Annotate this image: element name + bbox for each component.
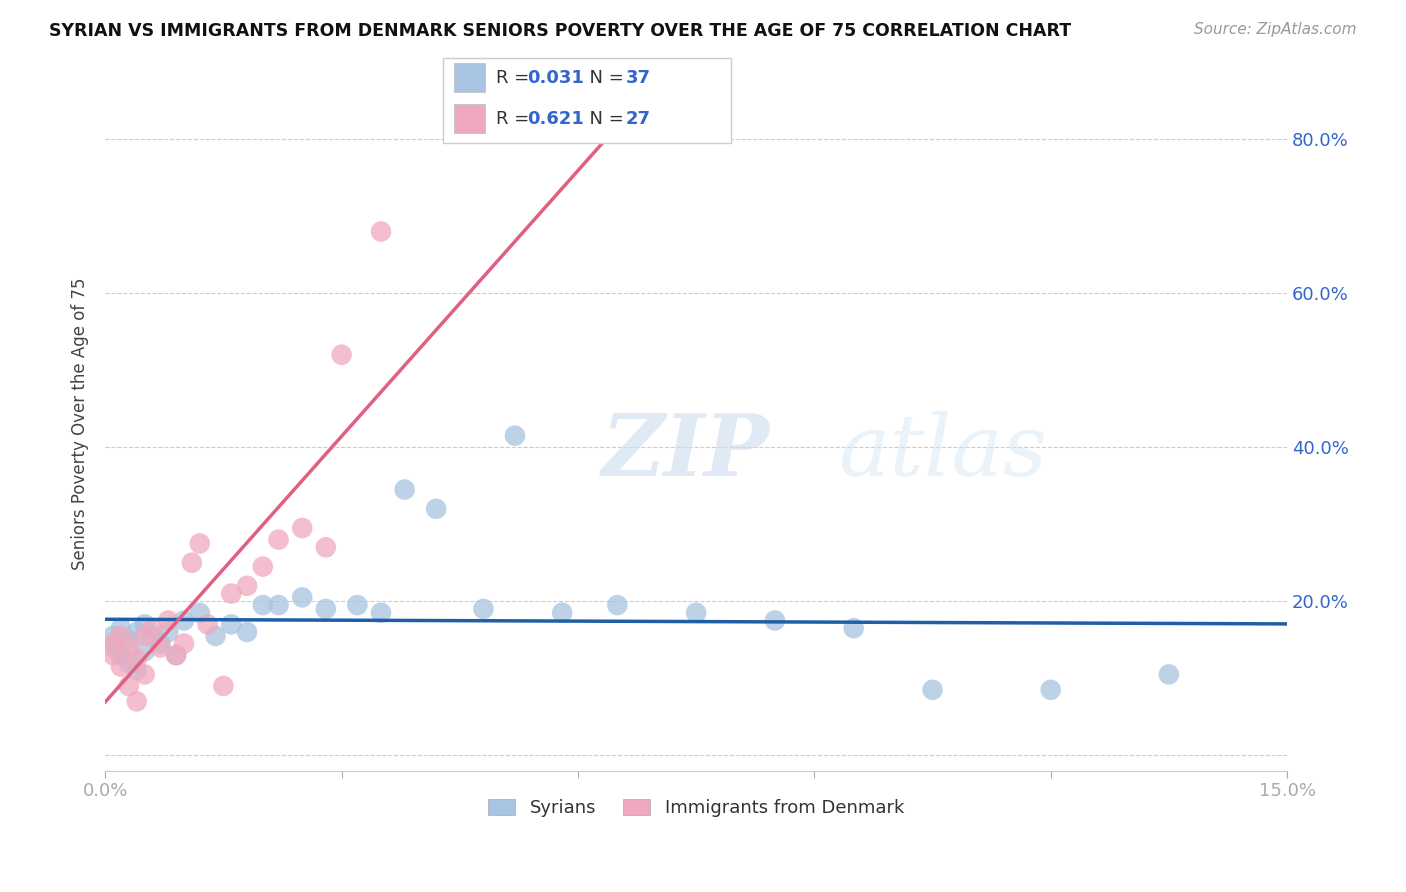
Point [267,598,290,612]
Point [141,621,163,635]
Text: R =: R = [496,110,536,128]
Text: 0.031: 0.031 [527,69,583,87]
Point [141,629,163,643]
Point [101,629,124,643]
Point [219,586,242,600]
Text: 37: 37 [626,69,651,87]
Point [157,614,180,628]
Text: atlas: atlas [838,410,1047,493]
Point [425,501,447,516]
Point [315,602,337,616]
Point [165,648,187,662]
Point [236,625,259,640]
Text: R =: R = [496,69,536,87]
Point [291,521,314,535]
Point [1157,667,1180,681]
Text: 27: 27 [626,110,651,128]
Point [503,428,526,442]
Point [252,598,274,612]
Y-axis label: Seniors Poverty Over the Age of 75: Seniors Poverty Over the Age of 75 [72,277,89,570]
Point [118,640,141,655]
Text: ZIP: ZIP [602,410,769,493]
Point [101,648,124,662]
Point [267,533,290,547]
Point [110,659,132,673]
Legend: Syrians, Immigrants from Denmark: Syrians, Immigrants from Denmark [481,791,911,824]
Point [921,682,943,697]
Point [1039,682,1062,697]
Point [188,536,211,550]
Point [472,602,495,616]
Point [219,617,242,632]
Point [110,648,132,662]
Point [370,225,392,239]
Point [118,679,141,693]
Point [157,625,180,640]
Point [101,640,124,655]
Point [685,606,707,620]
Point [394,483,416,497]
Point [118,632,141,647]
Point [110,621,132,635]
Text: SYRIAN VS IMMIGRANTS FROM DENMARK SENIORS POVERTY OVER THE AGE OF 75 CORRELATION: SYRIAN VS IMMIGRANTS FROM DENMARK SENIOR… [49,22,1071,40]
Point [134,644,156,658]
Point [125,652,148,666]
Point [330,348,353,362]
Point [134,617,156,632]
Point [118,656,141,670]
Point [842,621,865,635]
Point [197,617,219,632]
Point [212,679,235,693]
Point [551,606,574,620]
Point [134,667,156,681]
Point [315,541,337,555]
Text: N =: N = [578,69,630,87]
Point [125,694,148,708]
Point [173,614,195,628]
Point [165,648,187,662]
Point [606,598,628,612]
Point [149,640,172,655]
Point [101,637,124,651]
Text: Source: ZipAtlas.com: Source: ZipAtlas.com [1194,22,1357,37]
Point [110,629,132,643]
Point [180,556,202,570]
Point [149,637,172,651]
Point [370,606,392,620]
Point [125,664,148,678]
Point [134,629,156,643]
Point [346,598,368,612]
Point [188,606,211,620]
Point [173,637,195,651]
Point [125,625,148,640]
Text: N =: N = [578,110,630,128]
Text: 0.621: 0.621 [527,110,583,128]
Point [291,591,314,605]
Point [204,629,226,643]
Point [252,559,274,574]
Point [236,579,259,593]
Point [763,614,786,628]
